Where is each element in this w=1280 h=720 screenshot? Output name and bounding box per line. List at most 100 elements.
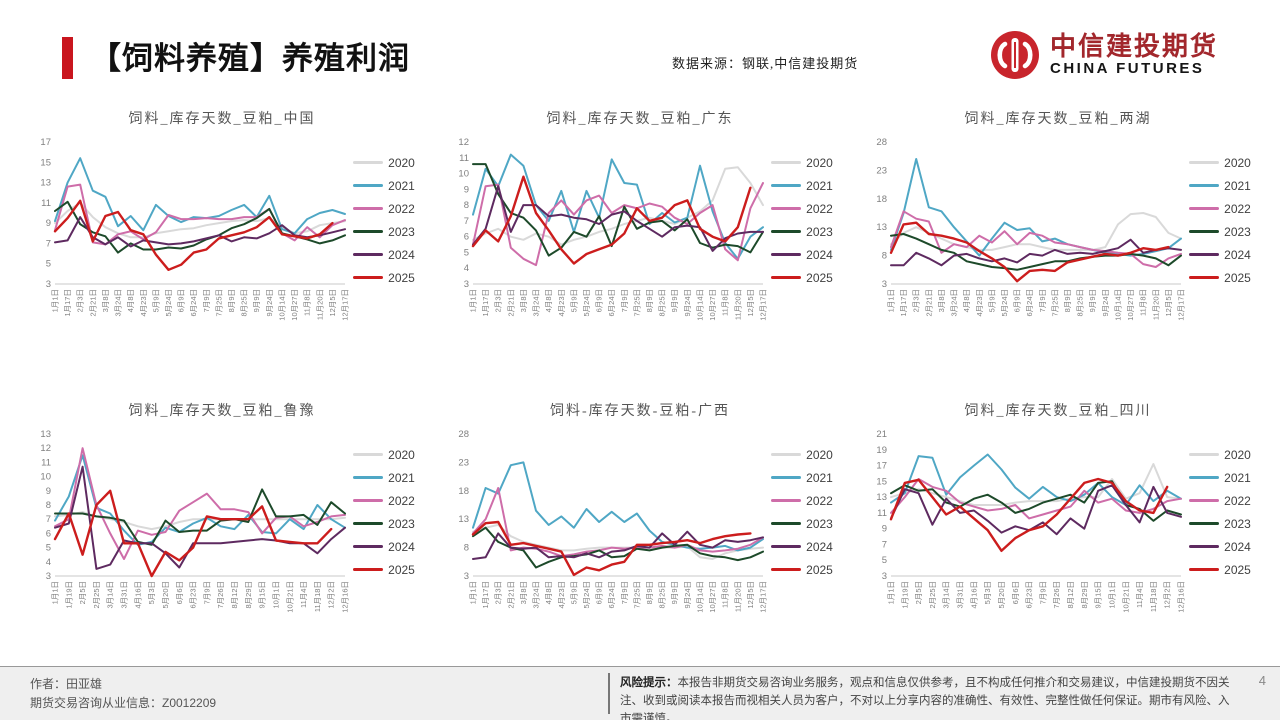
legend-swatch-2024: [1189, 545, 1220, 548]
x-axis-tick: 11月20日: [733, 581, 742, 612]
legend-swatch-2020: [771, 161, 802, 164]
x-axis-tick: 5月24日: [1000, 289, 1009, 317]
legend-item-2025: 2025: [353, 271, 415, 285]
x-axis-tick: 12月5日: [746, 581, 755, 609]
legend-swatch-2021: [353, 476, 384, 479]
x-axis-tick: 12月2日: [327, 581, 336, 609]
legend-item-2024: 2024: [1189, 248, 1251, 262]
y-axis-tick: 5: [46, 259, 51, 270]
x-axis-tick: 10月14日: [278, 289, 287, 321]
legend-label: 2021: [806, 178, 833, 193]
legend-label: 2022: [388, 201, 415, 216]
chart-card-guangdong: 饲料_库存天数_豆粕_广东 3 4 5 6 7 8 9 10 11 12 1月1日 1月17日 2月3日…: [434, 100, 846, 370]
y-axis-tick: 12: [459, 137, 470, 148]
y-axis-tick: 5: [882, 555, 887, 566]
x-axis-tick: 2月3日: [912, 289, 921, 312]
chart-legend: 2020 2021 2022 2023 2024 2025: [771, 448, 833, 577]
x-axis-tick: 12月5日: [1164, 289, 1173, 317]
x-axis-tick: 8月9日: [1063, 289, 1072, 312]
x-axis-tick: 8月25日: [658, 289, 667, 317]
y-axis-tick: 28: [877, 137, 888, 148]
series-line-2024: [890, 238, 1183, 267]
legend-swatch-2025: [353, 568, 384, 571]
x-axis-tick: 8月25日: [1076, 289, 1085, 317]
x-axis-tick: 10月27日: [1126, 289, 1135, 321]
x-axis-tick: 3月8日: [519, 289, 528, 312]
x-axis-tick: 2月3日: [494, 289, 503, 312]
x-axis-tick: 4月8日: [962, 289, 971, 312]
chart-title: 饲料_库存天数_豆粕_广东: [546, 112, 734, 127]
legend-item-2020: 2020: [1189, 448, 1251, 462]
x-axis-tick: 5月20日: [161, 581, 170, 609]
x-axis-tick: 9月9日: [1088, 289, 1097, 312]
x-axis-tick: 5月24日: [164, 289, 173, 317]
chart-legend: 2020 2021 2022 2023 2024 2025: [1189, 448, 1251, 577]
x-axis-tick: 9月24日: [683, 289, 692, 317]
legend-swatch-2024: [353, 545, 384, 548]
y-axis-tick: 7: [882, 539, 887, 550]
y-axis-tick: 12: [41, 443, 52, 454]
legend-swatch-2023: [353, 230, 384, 233]
x-axis-tick: 4月8日: [126, 289, 135, 312]
x-axis-tick: 6月23日: [189, 581, 198, 609]
x-axis-tick: 8月9日: [645, 289, 654, 312]
legend-item-2021: 2021: [771, 179, 833, 193]
legend-item-2023: 2023: [1189, 517, 1251, 531]
y-axis-tick: 23: [877, 165, 888, 176]
y-axis-tick: 10: [41, 472, 52, 483]
legend-swatch-2025: [353, 276, 384, 279]
y-axis-tick: 9: [46, 218, 51, 229]
x-axis-tick: 1月17日: [63, 289, 72, 317]
x-axis-tick: 5月9日: [570, 289, 579, 312]
x-axis-tick: 11月4日: [299, 581, 308, 608]
legend-item-2020: 2020: [771, 156, 833, 170]
x-axis-tick: 6月24日: [607, 581, 616, 609]
x-axis-tick: 6月24日: [189, 289, 198, 317]
x-axis-tick: 5月3日: [983, 581, 992, 604]
x-axis-tick: 1月1日: [469, 581, 478, 604]
chart-title: 饲料_库存天数_豆粕_两湖: [964, 112, 1152, 127]
legend-label: 2021: [1224, 470, 1251, 485]
y-axis-tick: 9: [882, 524, 887, 535]
series-line-2022: [890, 478, 1183, 520]
legend-label: 2024: [1224, 247, 1251, 262]
x-axis-tick: 11月20日: [733, 289, 742, 320]
y-axis-tick: 11: [41, 198, 51, 209]
x-axis-tick: 4月23日: [557, 581, 566, 609]
logo-text: 中信建投期货 CHINA FUTURES: [1050, 33, 1218, 78]
legend-item-2024: 2024: [771, 540, 833, 554]
y-axis-tick: 4: [46, 557, 51, 568]
page-title: 【饲料养殖】养殖利润: [90, 41, 410, 76]
line-chart-lianghu: 3 8 13 18 23 28 1月1日 1月17日 2月3日 2月21日 3月8日 3月24日 4月8…: [877, 137, 1186, 321]
x-axis-tick: 1月1日: [469, 289, 478, 312]
legend-label: 2022: [388, 493, 415, 508]
x-axis-tick: 12月17日: [341, 289, 350, 321]
x-axis-tick: 7月25日: [215, 289, 224, 317]
x-axis-tick: 4月23日: [139, 289, 148, 317]
legend-item-2022: 2022: [771, 202, 833, 216]
y-axis-tick: 7: [464, 216, 469, 227]
series-line-2023: [472, 163, 765, 257]
legend-swatch-2023: [771, 522, 802, 525]
x-axis-tick: 7月26日: [216, 581, 225, 609]
x-axis-tick: 6月24日: [607, 289, 616, 317]
x-axis-tick: 9月24日: [265, 289, 274, 317]
x-axis-tick: 3月31日: [956, 581, 965, 609]
legend-label: 2025: [806, 562, 833, 577]
legend-swatch-2024: [353, 253, 384, 256]
y-axis-tick: 18: [459, 486, 470, 497]
x-axis-tick: 5月20日: [997, 581, 1006, 609]
line-chart-luyu: 3 4 5 6 7 8 9 10 11 12 13 1月1日 1月19日 2月5日 2月25日 3月14日 3月…: [41, 429, 350, 613]
chart-title: 饲料_库存天数_豆粕_四川: [964, 404, 1152, 419]
legend-swatch-2020: [353, 161, 384, 164]
legend-item-2025: 2025: [771, 563, 833, 577]
x-axis-tick: 8月29日: [1080, 581, 1089, 609]
legend-item-2024: 2024: [771, 248, 833, 262]
legend-swatch-2021: [1189, 476, 1220, 479]
legend-item-2024: 2024: [353, 540, 415, 554]
x-axis-tick: 12月17日: [1177, 289, 1186, 321]
legend-item-2025: 2025: [1189, 563, 1251, 577]
y-axis-tick: 11: [41, 457, 51, 468]
